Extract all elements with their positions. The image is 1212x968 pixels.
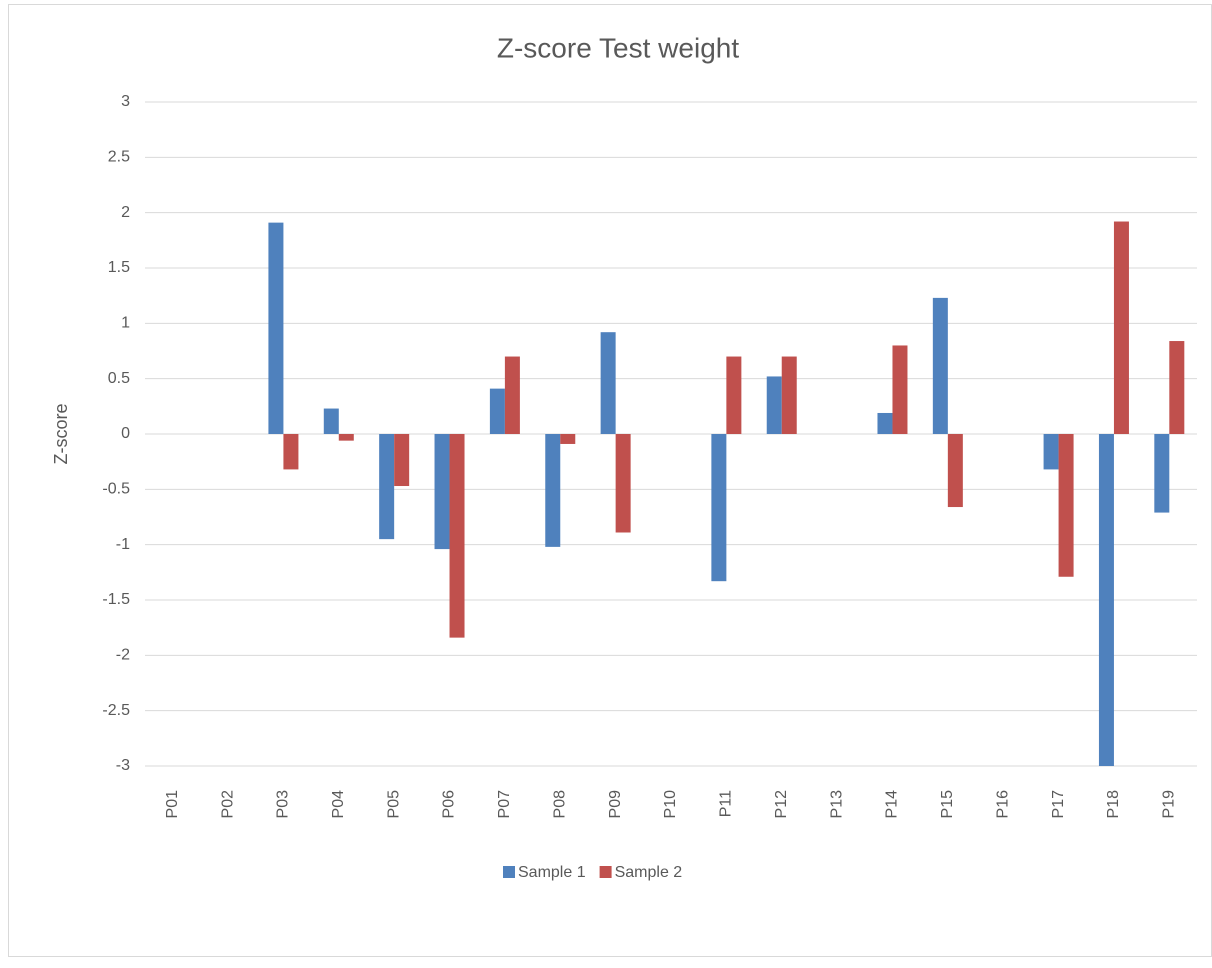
y-tick-label: -1.5: [102, 591, 130, 608]
x-tick-label: P04: [330, 790, 347, 819]
y-tick-label: 0.5: [108, 370, 130, 387]
bar: [338, 434, 354, 441]
x-tick-label: P16: [994, 790, 1011, 819]
bar: [1169, 341, 1185, 434]
x-tick-label: P15: [939, 790, 956, 819]
bar: [283, 434, 299, 470]
bar: [766, 376, 782, 434]
chart-title: Z-score Test weight: [497, 32, 739, 63]
bar: [268, 222, 284, 434]
x-tick-label: P01: [164, 790, 181, 819]
x-tick-label: P18: [1105, 790, 1122, 819]
x-tick-label: P14: [884, 790, 901, 819]
bar: [892, 345, 908, 434]
legend-swatch: [599, 866, 612, 878]
bar: [323, 408, 339, 434]
x-tick-label: P09: [607, 790, 624, 819]
y-tick-label: 0: [121, 425, 130, 442]
x-tick-label: P10: [662, 790, 679, 819]
bar: [932, 297, 948, 434]
chart-border: [8, 4, 1212, 957]
bar: [1113, 221, 1129, 434]
bar: [781, 356, 797, 434]
bar: [615, 434, 631, 533]
bar: [560, 434, 576, 444]
y-tick-label: -0.5: [102, 481, 130, 498]
x-tick-label: P05: [385, 790, 402, 819]
x-tick-label: P19: [1161, 790, 1178, 819]
x-tick-label: P08: [551, 790, 568, 819]
x-tick-label: P03: [275, 790, 292, 819]
x-tick-label: P07: [496, 790, 513, 819]
y-tick-label: -3: [116, 757, 130, 774]
y-tick-label: -2: [116, 647, 130, 664]
bar: [1043, 434, 1059, 470]
bar: [504, 356, 520, 434]
y-axis-label: Z-score: [51, 403, 71, 464]
bar: [600, 332, 616, 434]
x-tick-label: P02: [219, 790, 236, 819]
bar: [434, 434, 450, 550]
bar: [1098, 434, 1114, 766]
bar: [449, 434, 465, 638]
y-tick-label: 1.5: [108, 259, 130, 276]
x-tick-label: P11: [718, 790, 735, 817]
bar: [379, 434, 395, 540]
legend-label: Sample 2: [615, 864, 683, 881]
x-tick-label: P12: [773, 790, 790, 819]
x-tick-label: P17: [1050, 790, 1067, 819]
y-tick-label: 2: [121, 204, 130, 221]
bar: [394, 434, 410, 487]
legend-swatch: [503, 866, 515, 878]
y-tick-label: 1: [121, 315, 130, 332]
bar: [489, 388, 505, 434]
y-tick-label: -1: [116, 536, 130, 553]
y-tick-label: -2.5: [102, 702, 130, 719]
bar: [1058, 434, 1074, 577]
x-tick-label: P13: [828, 790, 845, 819]
bar: [545, 434, 561, 547]
bar: [711, 434, 727, 582]
legend-label: Sample 1: [518, 864, 586, 881]
bar: [1154, 434, 1170, 513]
bar: [726, 356, 742, 434]
bar: [947, 434, 963, 508]
x-tick-label: P06: [441, 790, 458, 819]
y-tick-label: 2.5: [108, 149, 130, 166]
y-tick-label: 3: [121, 93, 130, 110]
bar: [877, 412, 893, 434]
